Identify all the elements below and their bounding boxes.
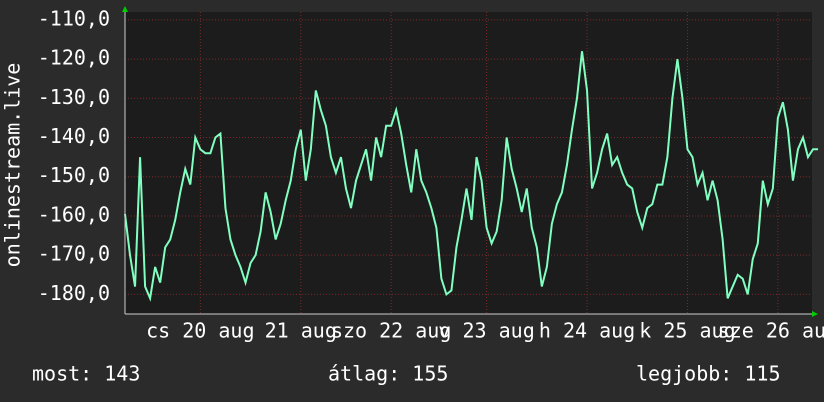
- x-tick-label: k 25 aug: [639, 319, 735, 343]
- y-tick-label: -180,0: [38, 281, 110, 305]
- y-axis-label: onlinestream.live: [1, 63, 25, 268]
- y-tick-label: -140,0: [38, 124, 110, 148]
- footer-current: most: 143: [32, 362, 140, 386]
- x-tick-label: sze 26 aug: [718, 319, 824, 343]
- y-tick-label: -110,0: [38, 6, 110, 30]
- x-tick-label: h 24 aug: [539, 319, 635, 343]
- axis-arrow: [122, 6, 128, 12]
- y-tick-label: -170,0: [38, 242, 110, 266]
- y-tick-label: -130,0: [38, 85, 110, 109]
- footer-average: átlag: 155: [328, 362, 448, 386]
- x-tick-label: 21 aug: [265, 319, 337, 343]
- x-tick-label: v 23 aug: [438, 319, 534, 343]
- x-tick-label: szo 22 aug: [331, 319, 451, 343]
- y-tick-label: -120,0: [38, 46, 110, 70]
- y-tick-label: -160,0: [38, 202, 110, 226]
- plot-area: [125, 12, 812, 314]
- axis-arrow: [812, 311, 818, 317]
- y-tick-label: -150,0: [38, 163, 110, 187]
- footer-best: legjobb: 115: [636, 362, 781, 386]
- x-tick-label: cs 20 aug: [146, 319, 254, 343]
- series-line: [124, 51, 819, 302]
